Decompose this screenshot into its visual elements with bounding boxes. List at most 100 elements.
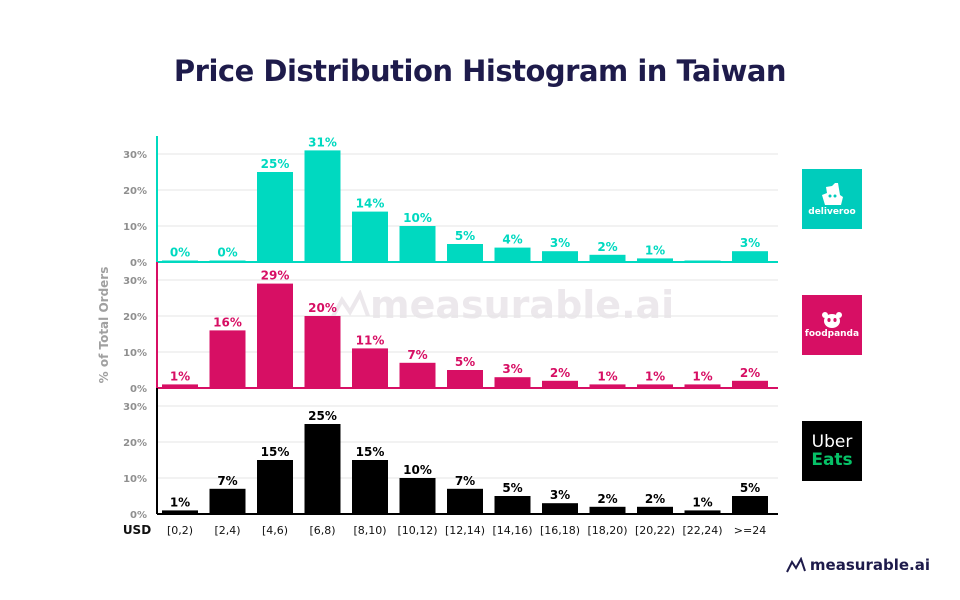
data-label: 7%: [455, 474, 475, 488]
x-tick-label: [14,16): [492, 524, 532, 537]
data-label: 2%: [597, 240, 617, 254]
bar: [257, 283, 293, 388]
bar: [494, 496, 531, 514]
bar: [732, 251, 768, 262]
bar: [637, 506, 673, 514]
bar: [447, 370, 483, 388]
data-label: 3%: [550, 236, 570, 250]
bar: [589, 254, 626, 262]
data-label: 3%: [502, 362, 522, 376]
footer-brand: measurable.ai: [786, 556, 930, 574]
data-label: 1%: [597, 369, 617, 383]
bar: [257, 172, 293, 262]
y-tick-label: 10%: [123, 222, 147, 233]
x-tick-label: [20,22): [635, 524, 675, 537]
panda-icon: [822, 312, 842, 328]
bar: [352, 211, 388, 262]
ubereats-logo: Uber Eats: [802, 421, 862, 481]
data-label: 15%: [356, 445, 385, 459]
x-tick-label: [8,10): [353, 524, 386, 537]
data-label: 2%: [597, 492, 617, 506]
foodpanda-logo: foodpanda: [802, 295, 862, 355]
deliveroo-label: deliveroo: [808, 207, 856, 217]
bar: [637, 258, 673, 262]
data-label: 31%: [308, 135, 337, 149]
data-label: 7%: [217, 474, 237, 488]
x-tick-label: [16,18): [540, 524, 580, 537]
x-tick-label: [10,12): [397, 524, 437, 537]
data-label: 5%: [455, 229, 475, 243]
foodpanda-label: foodpanda: [804, 329, 860, 339]
ubereats-label-uber: Uber: [811, 431, 853, 452]
x-unit-label: USD: [123, 523, 151, 537]
data-label: 1%: [692, 369, 712, 383]
x-tick-label: [18,20): [587, 524, 627, 537]
kangaroo-icon: [822, 183, 843, 205]
data-label: 2%: [740, 366, 760, 380]
bar: [542, 380, 578, 388]
bar: [542, 503, 578, 514]
bar: [684, 384, 721, 388]
data-label: 10%: [403, 463, 432, 477]
chart-title: Price Distribution Histogram in Taiwan: [173, 54, 787, 88]
bar: [494, 377, 531, 388]
data-label: 14%: [356, 197, 385, 211]
bar: [589, 506, 626, 514]
bar: [304, 424, 341, 514]
bar: [304, 316, 341, 388]
y-tick-label: 0%: [130, 258, 147, 269]
measurable-logo-icon: [786, 557, 806, 573]
data-label: 5%: [455, 355, 475, 369]
y-tick-label: 20%: [123, 438, 147, 449]
data-label: 25%: [261, 157, 290, 171]
bar: [162, 384, 198, 388]
bar: [399, 478, 436, 514]
data-label: 1%: [645, 243, 665, 257]
bar: [399, 362, 436, 388]
bar: [257, 460, 293, 514]
x-tick-label: [6,8): [309, 524, 335, 537]
bar: [162, 510, 198, 514]
bar: [732, 496, 768, 514]
data-label: 1%: [170, 369, 190, 383]
bar: [352, 460, 388, 514]
bar: [209, 488, 246, 514]
data-label: 2%: [550, 366, 570, 380]
bar: [447, 244, 483, 262]
data-label: 25%: [308, 409, 337, 423]
deliveroo-logo: deliveroo: [802, 169, 862, 229]
bar: [494, 247, 531, 262]
y-tick-label: 10%: [123, 474, 147, 485]
bar: [352, 348, 388, 388]
data-label: 10%: [403, 211, 432, 225]
data-label: 29%: [261, 269, 290, 283]
y-axis-title: % of Total Orders: [97, 267, 111, 384]
data-label: 15%: [261, 445, 290, 459]
bar: [209, 330, 246, 388]
bar: [399, 226, 436, 262]
y-tick-label: 30%: [123, 276, 147, 287]
y-tick-label: 0%: [130, 384, 147, 395]
data-label: 3%: [550, 488, 570, 502]
x-tick-label: [0,2): [167, 524, 193, 537]
data-label: 1%: [645, 369, 665, 383]
footer-brand-text: measurable.ai: [809, 556, 930, 574]
x-tick-label: [12,14): [445, 524, 485, 537]
data-label: 1%: [170, 495, 190, 509]
x-tick-label: [2,4): [214, 524, 240, 537]
data-label: 2%: [645, 492, 665, 506]
bar: [447, 488, 483, 514]
bar: [637, 384, 673, 388]
x-tick-label: [22,24): [682, 524, 722, 537]
x-tick-label: >=24: [734, 524, 766, 537]
y-tick-label: 30%: [123, 150, 147, 161]
y-tick-label: 0%: [130, 510, 147, 521]
y-tick-label: 20%: [123, 186, 147, 197]
bar: [304, 150, 341, 262]
data-label: 3%: [740, 236, 760, 250]
data-label: 5%: [502, 481, 522, 495]
data-label: 4%: [502, 233, 522, 247]
bar: [732, 380, 768, 388]
data-label: 11%: [356, 333, 385, 347]
